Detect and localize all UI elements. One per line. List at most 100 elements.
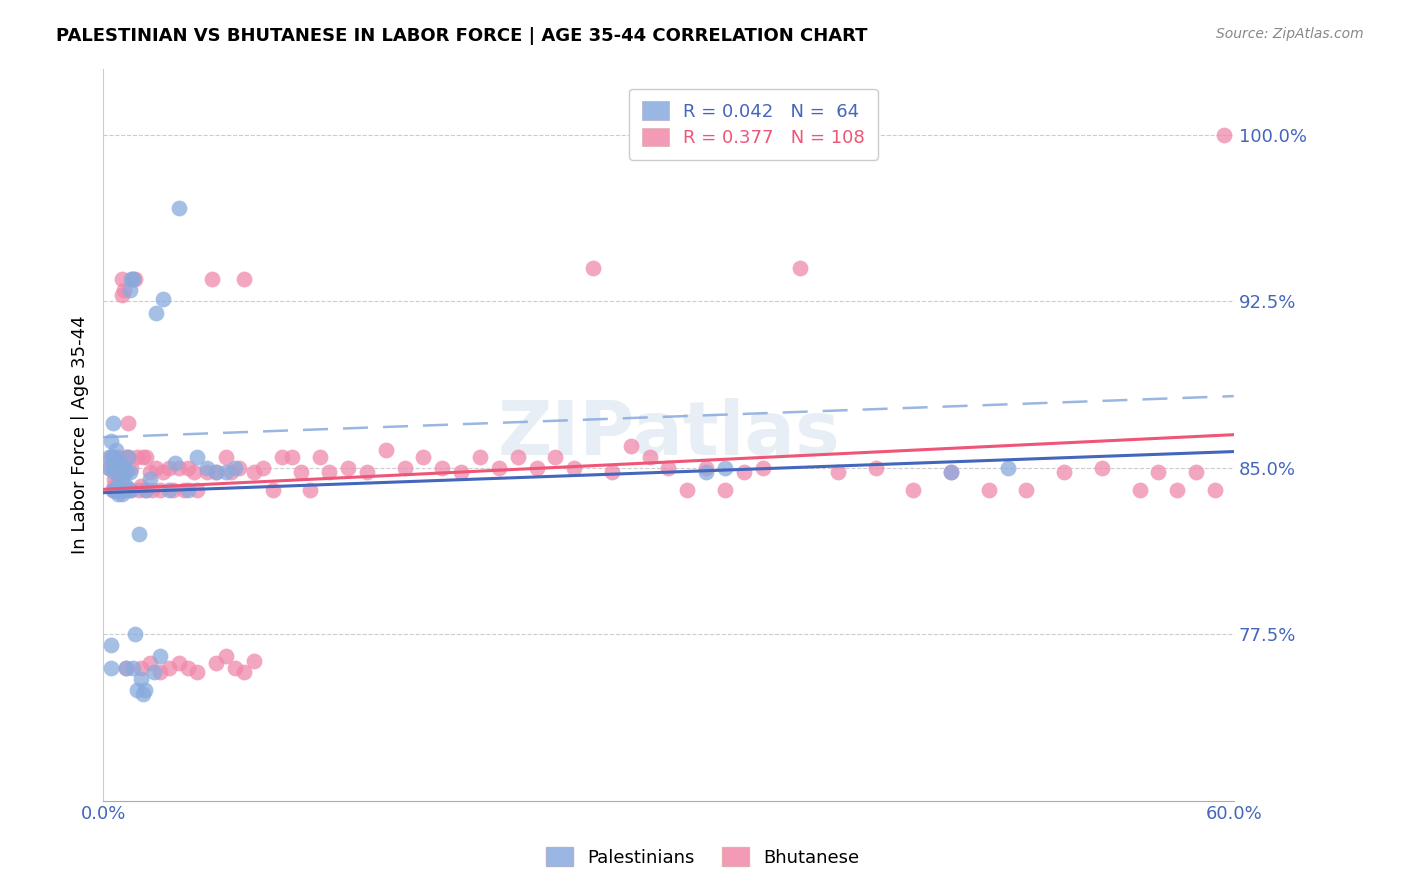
Point bbox=[271, 450, 294, 464]
Point bbox=[120, 272, 142, 286]
Point bbox=[214, 649, 236, 664]
Point bbox=[145, 305, 167, 319]
Point bbox=[233, 665, 256, 679]
Point bbox=[214, 450, 236, 464]
Point bbox=[186, 450, 208, 464]
Point bbox=[107, 483, 129, 497]
Point bbox=[657, 460, 679, 475]
Point bbox=[280, 450, 302, 464]
Point bbox=[374, 443, 396, 458]
Point bbox=[117, 417, 139, 431]
Point bbox=[114, 660, 136, 674]
Point bbox=[205, 465, 228, 479]
Point bbox=[638, 450, 661, 464]
Point bbox=[177, 660, 200, 674]
Point bbox=[112, 465, 135, 479]
Point bbox=[149, 649, 172, 664]
Point bbox=[789, 261, 811, 276]
Point bbox=[124, 272, 146, 286]
Point bbox=[243, 465, 266, 479]
Point bbox=[1166, 483, 1188, 497]
Point bbox=[118, 284, 141, 298]
Y-axis label: In Labor Force | Age 35-44: In Labor Force | Age 35-44 bbox=[72, 315, 89, 554]
Point bbox=[1147, 465, 1170, 479]
Point bbox=[1015, 483, 1038, 497]
Point bbox=[107, 450, 129, 464]
Point bbox=[112, 478, 135, 492]
Point bbox=[167, 656, 190, 670]
Point bbox=[997, 460, 1019, 475]
Point bbox=[214, 465, 236, 479]
Point bbox=[100, 660, 122, 674]
Point bbox=[177, 460, 200, 475]
Point bbox=[111, 487, 134, 501]
Point bbox=[939, 465, 962, 479]
Point bbox=[122, 660, 145, 674]
Point bbox=[125, 450, 148, 464]
Point bbox=[620, 439, 643, 453]
Point bbox=[157, 483, 180, 497]
Point bbox=[103, 472, 125, 486]
Point bbox=[262, 483, 284, 497]
Point bbox=[600, 465, 623, 479]
Point bbox=[107, 487, 129, 501]
Point bbox=[1185, 465, 1208, 479]
Text: PALESTINIAN VS BHUTANESE IN LABOR FORCE | AGE 35-44 CORRELATION CHART: PALESTINIAN VS BHUTANESE IN LABOR FORCE … bbox=[56, 27, 868, 45]
Point bbox=[103, 465, 125, 479]
Point bbox=[506, 450, 529, 464]
Point bbox=[101, 450, 124, 464]
Point bbox=[308, 450, 330, 464]
Point bbox=[101, 450, 124, 464]
Point bbox=[544, 450, 567, 464]
Point bbox=[751, 460, 773, 475]
Point bbox=[145, 460, 167, 475]
Point bbox=[149, 665, 172, 679]
Point bbox=[149, 483, 172, 497]
Point bbox=[205, 465, 228, 479]
Point bbox=[111, 272, 134, 286]
Point bbox=[139, 656, 162, 670]
Point bbox=[107, 460, 129, 475]
Point bbox=[114, 465, 136, 479]
Point bbox=[714, 460, 737, 475]
Point bbox=[152, 465, 174, 479]
Point bbox=[356, 465, 378, 479]
Point bbox=[124, 627, 146, 641]
Point bbox=[233, 272, 256, 286]
Point bbox=[195, 465, 218, 479]
Point bbox=[1128, 483, 1150, 497]
Point bbox=[299, 483, 322, 497]
Point bbox=[827, 465, 849, 479]
Point bbox=[243, 654, 266, 668]
Point bbox=[450, 465, 472, 479]
Point bbox=[105, 460, 128, 475]
Point bbox=[97, 450, 120, 464]
Point bbox=[977, 483, 1000, 497]
Point bbox=[195, 460, 218, 475]
Point bbox=[131, 450, 153, 464]
Point bbox=[101, 417, 124, 431]
Text: Source: ZipAtlas.com: Source: ZipAtlas.com bbox=[1216, 27, 1364, 41]
Point bbox=[111, 483, 134, 497]
Point bbox=[103, 478, 125, 492]
Point bbox=[114, 660, 136, 674]
Point bbox=[582, 261, 605, 276]
Point bbox=[100, 434, 122, 449]
Point bbox=[157, 460, 180, 475]
Point bbox=[101, 483, 124, 497]
Text: ZIPatlas: ZIPatlas bbox=[498, 398, 839, 471]
Point bbox=[167, 202, 190, 216]
Point bbox=[112, 284, 135, 298]
Point bbox=[118, 483, 141, 497]
Point bbox=[112, 483, 135, 497]
Point bbox=[1091, 460, 1114, 475]
Point bbox=[224, 660, 246, 674]
Point bbox=[1204, 483, 1226, 497]
Point bbox=[100, 638, 122, 652]
Point bbox=[252, 460, 274, 475]
Point bbox=[134, 682, 156, 697]
Point bbox=[468, 450, 491, 464]
Point bbox=[122, 272, 145, 286]
Point bbox=[129, 478, 152, 492]
Point bbox=[163, 457, 186, 471]
